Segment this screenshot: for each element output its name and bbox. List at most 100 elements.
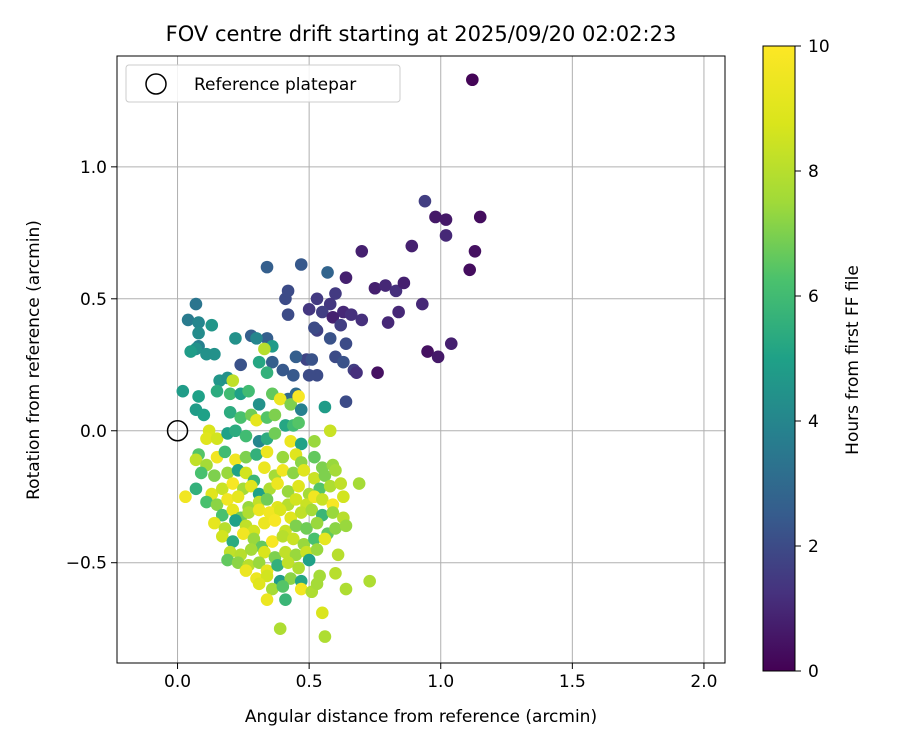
data-point [276,580,290,593]
data-point [208,469,221,482]
data-point [250,413,263,427]
data-point [197,408,211,422]
data-point [279,593,292,606]
data-point [229,424,242,438]
colorbar-tick-label: 0 [808,662,819,682]
data-point [226,535,240,548]
legend-box [125,64,401,103]
data-point [252,398,266,411]
colorbar-tick-label: 6 [808,287,819,307]
data-point [439,229,453,242]
data-point [339,582,353,596]
data-point [326,310,340,324]
data-point [305,503,319,517]
colorbar: 0 2 4 6 8 10 Hours from first FF file [762,37,863,682]
data-point [276,450,290,464]
data-point [292,390,305,403]
data-point [444,337,458,350]
data-point [223,387,237,401]
data-point [416,297,429,311]
data-point [284,572,298,585]
data-point [239,564,253,577]
data-point [268,427,282,440]
data-point [326,506,340,519]
data-point [273,622,287,635]
data-point [221,466,234,480]
data-point [229,453,242,467]
data-point [339,337,353,350]
data-point [231,556,245,570]
data-point [431,350,445,364]
data-point [250,448,263,461]
data-point [355,244,369,258]
legend-marker-reference [145,73,167,95]
data-point [323,297,337,311]
data-point [331,548,345,562]
data-point [318,630,332,643]
data-point [308,450,321,464]
data-point [252,577,266,591]
data-point [339,519,353,533]
data-point [287,466,300,480]
data-point [329,287,342,300]
data-point [315,305,329,319]
data-point [300,522,313,535]
data-point [281,485,295,498]
y-tick-label: 1.0 [80,158,107,178]
data-point [179,490,192,504]
data-point [310,577,324,591]
data-point [429,210,442,224]
data-point [334,318,348,332]
data-point [363,574,376,588]
data-point [260,366,274,379]
data-point [200,432,213,445]
data-point [381,316,395,329]
data-point [271,477,284,490]
data-point [292,479,305,493]
data-point [287,369,300,382]
data-point [355,313,369,327]
x-tick-label: 2.0 [690,672,717,692]
data-point [273,503,287,517]
data-point [473,210,487,224]
data-point [305,353,319,366]
data-point [308,321,321,335]
data-point [192,390,205,403]
data-point [279,545,292,559]
data-point [315,493,329,506]
y-axis-ticks: −0.5 0.0 0.5 1.0 [66,158,117,574]
data-point [234,411,248,424]
x-tick-label: 0.5 [296,672,323,692]
data-point [323,479,337,493]
data-point [323,424,337,438]
y-tick-label: 0.0 [80,422,107,442]
data-point [237,527,250,540]
data-point [418,194,432,208]
data-point [339,271,353,284]
data-point [294,506,308,519]
data-point [181,313,195,327]
data-point [268,514,282,527]
data-point [252,355,266,369]
data-point [234,358,248,372]
data-point [200,495,213,509]
data-point [292,561,305,575]
data-point [284,398,298,411]
data-point [226,374,240,387]
data-point [318,469,332,482]
data-point [329,464,342,477]
data-point [302,553,316,567]
data-point [260,445,274,459]
data-point [260,493,274,506]
data-point [215,482,229,496]
data-point [258,342,271,356]
data-point [389,284,403,298]
data-point [310,516,324,530]
data-point [368,281,382,295]
data-point [294,258,308,271]
data-point [208,516,221,530]
data-point [310,543,324,556]
data-point [184,345,197,358]
y-tick-label: −0.5 [66,554,107,574]
